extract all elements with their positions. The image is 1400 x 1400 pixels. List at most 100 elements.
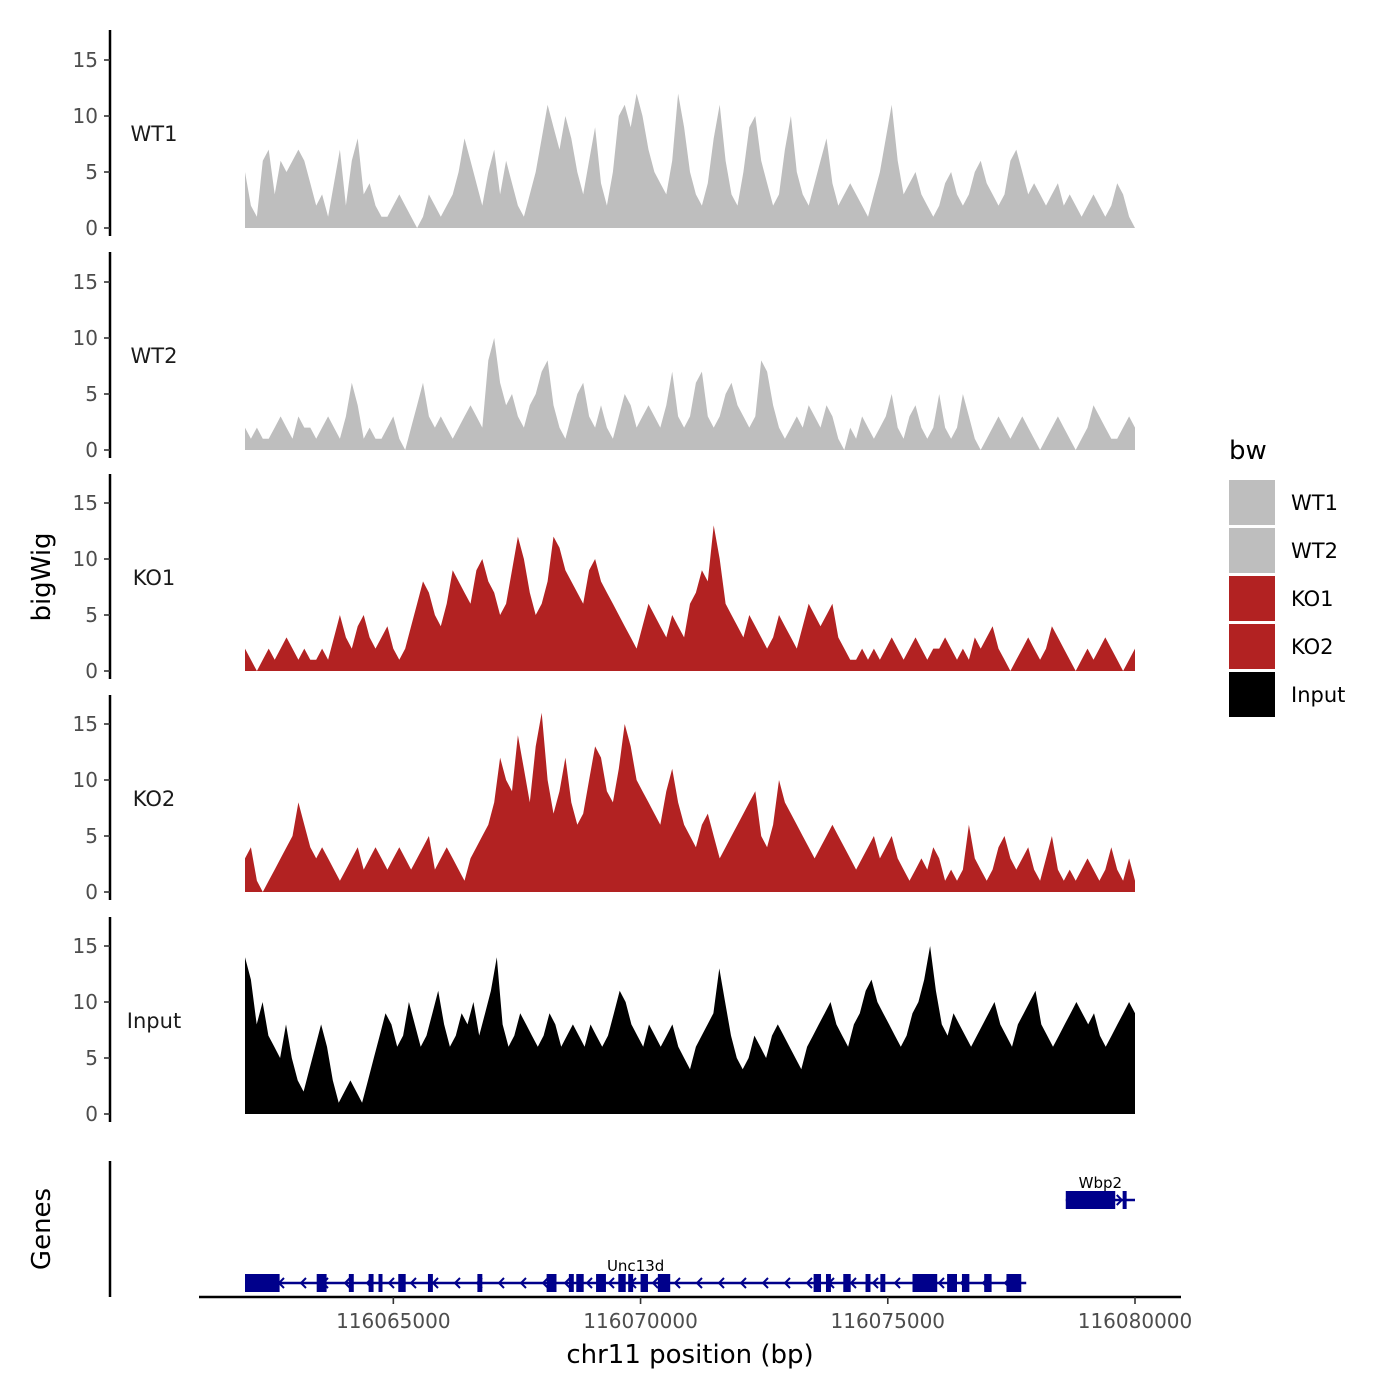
x-tick-label: 116080000 bbox=[1078, 1309, 1193, 1333]
y-tick-label: 5 bbox=[85, 824, 98, 848]
legend-swatch bbox=[1229, 528, 1275, 573]
genes-panel: Unc13d Wbp2 bbox=[108, 1161, 1135, 1297]
gene-exon bbox=[568, 1274, 574, 1292]
gene-name-label: Wbp2 bbox=[1079, 1174, 1122, 1192]
y-tick-label: 10 bbox=[73, 547, 98, 571]
y-tick-label: 0 bbox=[85, 438, 98, 462]
y-tick-label: 15 bbox=[73, 48, 98, 72]
legend-label: KO2 bbox=[1291, 635, 1334, 659]
strand-arrow bbox=[783, 1277, 791, 1289]
gene-exon bbox=[477, 1274, 483, 1292]
strand-arrow bbox=[893, 1277, 901, 1289]
y-tick-label: 10 bbox=[73, 104, 98, 128]
legend-title: bw bbox=[1229, 436, 1267, 466]
strand-arrow bbox=[497, 1277, 505, 1289]
gene-exon bbox=[245, 1274, 280, 1292]
gene-exon bbox=[640, 1274, 648, 1292]
gene-exon bbox=[947, 1274, 957, 1292]
legend-item-input: Input bbox=[1229, 672, 1345, 717]
coverage-area-wt1 bbox=[245, 93, 1135, 228]
y-tick-label: 0 bbox=[85, 1102, 98, 1126]
gene-exon bbox=[546, 1274, 557, 1292]
gene-exon bbox=[657, 1274, 671, 1292]
bigwig-tracks: 0 5 10 15 WT1 0 5 10 15 WT2 0 5 10 15 KO1 0 5 10 15 KO2 0 5 10… bbox=[73, 30, 1135, 1126]
y-tick-label: 15 bbox=[73, 934, 98, 958]
x-axis: 116065000 116070000 116075000 116080000 bbox=[199, 1295, 1193, 1333]
legend-label: Input bbox=[1291, 683, 1345, 707]
legend-item-ko1: KO1 bbox=[1229, 576, 1334, 621]
y-tick-label: 5 bbox=[85, 382, 98, 406]
y-tick-label: 10 bbox=[73, 990, 98, 1014]
x-tick-label: 116065000 bbox=[336, 1309, 451, 1333]
strand-arrow bbox=[651, 1277, 659, 1289]
genes-axis-title: Genes bbox=[27, 1188, 57, 1270]
gene-exon bbox=[348, 1274, 354, 1292]
track-label: KO2 bbox=[133, 787, 176, 811]
legend: bw WT1 WT2 KO1 KO2 Input bbox=[1229, 436, 1345, 717]
strand-arrow bbox=[673, 1277, 681, 1289]
strand-arrow bbox=[409, 1277, 417, 1289]
track-label: WT2 bbox=[131, 344, 178, 368]
legend-swatch bbox=[1229, 480, 1275, 525]
legend-swatch bbox=[1229, 624, 1275, 669]
strand-arrow bbox=[849, 1277, 857, 1289]
gene-exon bbox=[427, 1274, 433, 1292]
strand-arrow bbox=[453, 1277, 461, 1289]
y-tick-label: 10 bbox=[73, 768, 98, 792]
y-tick-label: 0 bbox=[85, 880, 98, 904]
track-label: Input bbox=[127, 1009, 181, 1033]
gene-exon bbox=[618, 1274, 626, 1292]
gene-exon bbox=[843, 1274, 851, 1292]
gene-exon bbox=[865, 1274, 871, 1292]
gene-exon bbox=[316, 1274, 327, 1292]
strand-arrow bbox=[805, 1277, 813, 1289]
legend-label: WT2 bbox=[1291, 539, 1338, 563]
strand-arrow bbox=[937, 1277, 945, 1289]
gene-exon bbox=[576, 1274, 584, 1292]
gene-exon bbox=[1122, 1191, 1127, 1209]
legend-item-wt1: WT1 bbox=[1229, 480, 1338, 525]
strand-arrow bbox=[387, 1277, 395, 1289]
strand-arrow bbox=[607, 1277, 615, 1289]
legend-item-ko2: KO2 bbox=[1229, 624, 1334, 669]
gene-exon bbox=[1065, 1191, 1116, 1209]
coverage-area-wt2 bbox=[245, 338, 1135, 450]
strand-arrow bbox=[431, 1277, 439, 1289]
gene-exon bbox=[368, 1274, 374, 1292]
y-tick-label: 5 bbox=[85, 603, 98, 627]
track-wt2: 0 5 10 15 WT2 bbox=[73, 252, 1135, 462]
track-label: WT1 bbox=[131, 122, 178, 146]
strand-arrow bbox=[519, 1277, 527, 1289]
y-tick-label: 0 bbox=[85, 216, 98, 240]
gene-wbp2: Wbp2 bbox=[1065, 1174, 1135, 1209]
y-axis-title: bigWig bbox=[27, 532, 57, 621]
legend-swatch bbox=[1229, 576, 1275, 621]
x-tick-label: 116075000 bbox=[831, 1309, 946, 1333]
strand-arrow bbox=[541, 1277, 549, 1289]
gene-exon bbox=[912, 1274, 938, 1292]
legend-label: KO1 bbox=[1291, 587, 1334, 611]
track-input: 0 5 10 15 Input bbox=[73, 917, 1135, 1126]
strand-arrow bbox=[717, 1277, 725, 1289]
y-tick-label: 15 bbox=[73, 270, 98, 294]
strand-arrow bbox=[343, 1277, 351, 1289]
strand-arrow bbox=[695, 1277, 703, 1289]
y-tick-label: 10 bbox=[73, 326, 98, 350]
strand-arrow bbox=[1116, 1194, 1124, 1206]
track-ko1: 0 5 10 15 KO1 bbox=[73, 474, 1135, 683]
coverage-area-ko1 bbox=[245, 525, 1135, 671]
gene-exon bbox=[880, 1274, 886, 1292]
gene-exon bbox=[628, 1274, 634, 1292]
strand-arrow bbox=[761, 1277, 769, 1289]
legend-swatch bbox=[1229, 672, 1275, 717]
gene-exon bbox=[813, 1274, 822, 1292]
y-tick-label: 0 bbox=[85, 659, 98, 683]
coverage-area-ko2 bbox=[245, 712, 1135, 892]
strand-arrow bbox=[585, 1277, 593, 1289]
gene-exon bbox=[984, 1274, 992, 1292]
track-label: KO1 bbox=[133, 566, 176, 590]
gene-unc13d: Unc13d bbox=[245, 1257, 1027, 1292]
strand-arrow bbox=[299, 1277, 307, 1289]
gene-exon bbox=[961, 1274, 970, 1292]
